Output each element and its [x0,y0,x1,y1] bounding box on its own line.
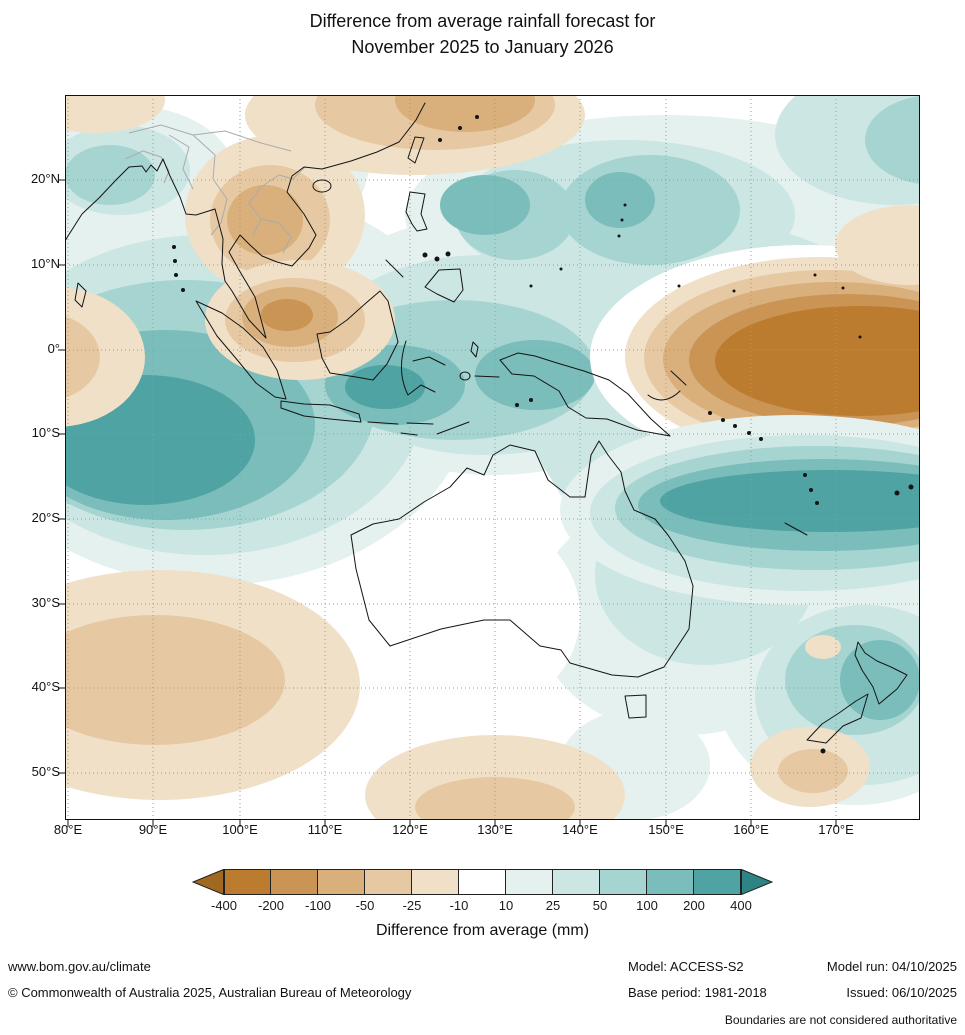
lon-label-80e: 80°E [53,822,83,837]
legend-tick: 200 [683,898,705,913]
footer-website: www.bom.gov.au/climate [8,959,151,974]
lat-label-20n: 20°N [30,171,60,186]
legend-color-segment [600,869,647,895]
footer-disclaimer: Boundaries are not considered authoritat… [724,1013,957,1027]
legend-tick: -400 [210,898,238,913]
lon-label-90e: 90°E [138,822,168,837]
title-line-2: November 2025 to January 2026 [351,37,614,57]
legend-tick: -10 [449,898,469,913]
lon-label-150e: 150°E [648,822,684,837]
plot-frame [65,95,920,820]
lat-label-30s: 30°S [31,595,60,610]
lat-label-0: 0° [47,341,60,356]
lat-label-10n: 10°N [30,256,60,271]
title-line-1: Difference from average rainfall forecas… [309,11,656,31]
legend-color-segment [694,869,741,895]
footer-base-period: Base period: 1981-2018 [628,985,767,1000]
legend-tick: 50 [592,898,608,913]
legend-color-segment [365,869,412,895]
legend-tick: 400 [730,898,752,913]
footer-issued: Issued: 06/10/2025 [846,985,957,1000]
legend-color-segment [459,869,506,895]
legend-tick: -200 [257,898,285,913]
axis-tick-marks [58,179,837,827]
country-borders [124,124,306,254]
legend-tick: 10 [498,898,514,913]
legend-color-segment [647,869,694,895]
lat-label-20s: 20°S [31,510,60,525]
legend-color-segment [412,869,459,895]
legend: -400 -200 -100 -50 -25 -10 10 25 50 100 … [192,869,773,940]
lon-label-120e: 120°E [392,822,428,837]
lon-label-170e: 170°E [818,822,854,837]
lat-label-10s: 10°S [31,425,60,440]
footer-copyright: © Commonwealth of Australia 2025, Austra… [8,985,412,1000]
lon-label-100e: 100°E [222,822,258,837]
legend-tick: 100 [636,898,658,913]
legend-title: Difference from average (mm) [375,922,590,939]
legend-tick-labels: -400 -200 -100 -50 -25 -10 10 25 50 100 … [192,898,773,914]
legend-color-segment [271,869,318,895]
legend-color-segment [318,869,365,895]
legend-tick: -25 [402,898,422,913]
rainfall-anomaly-map [58,95,920,827]
legend-tick: -100 [304,898,332,913]
lat-label-50s: 50°S [31,764,60,779]
legend-color-segment [224,869,271,895]
legend-arrow-right [741,869,773,895]
legend-colorbar [192,869,773,895]
lon-label-140e: 140°E [562,822,598,837]
lon-label-160e: 160°E [733,822,769,837]
legend-arrow-left [192,869,224,895]
legend-tick: 25 [545,898,561,913]
footer-model: Model: ACCESS-S2 [628,959,744,974]
legend-color-segment [506,869,553,895]
coastlines [65,102,914,754]
lon-label-130e: 130°E [477,822,513,837]
legend-tick: -50 [355,898,375,913]
lon-label-110e: 110°E [307,822,343,837]
contour-field [65,95,920,820]
page-title: Difference from average rainfall forecas… [0,8,965,60]
small-islands [172,115,914,754]
lat-label-40s: 40°S [31,679,60,694]
legend-color-segment [553,869,600,895]
footer-model-run: Model run: 04/10/2025 [826,959,957,974]
